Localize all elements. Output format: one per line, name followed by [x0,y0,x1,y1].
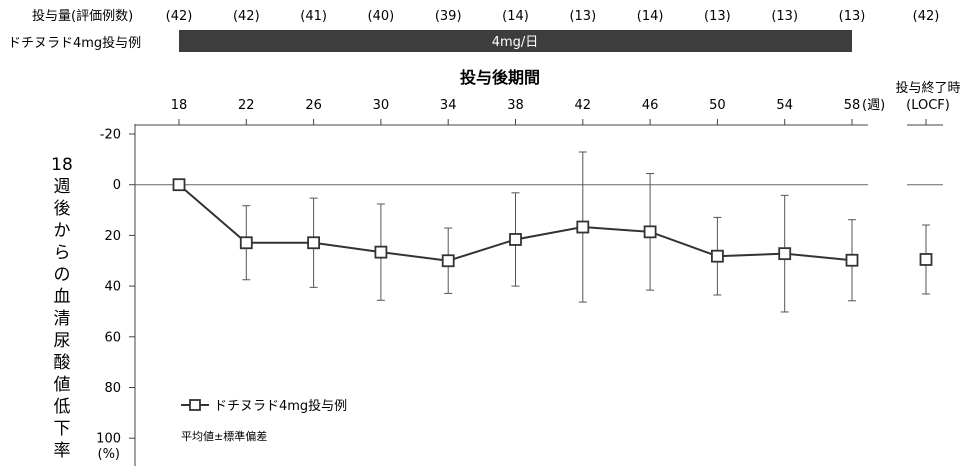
dose-bar-label: 4mg/日 [492,35,539,50]
y-tick-label: 20 [104,229,121,244]
data-point [307,236,321,250]
data-point [778,247,792,261]
group-label: ドチヌラド4mg投与例 [8,35,141,51]
count-label: (42) [166,9,193,24]
x-tick-label: 58 [844,98,861,113]
data-point [239,236,253,250]
evaluation-counts: (42) (42) (41) (40) (39) (14) (13) (14) (13) (13)… [166,9,940,24]
locf-label-line1: 投与終了時 [895,80,960,96]
x-tick-label: 54 [776,98,793,113]
count-label: (13) [771,9,798,24]
x-tick-label: 38 [507,98,524,113]
y-tick-labels: -20 0 20 40 60 80 100 [96,128,121,447]
x-tick-label: 46 [642,98,659,113]
x-tick-label: 30 [373,98,390,113]
data-point [711,249,724,263]
legend: ドチヌラド4mg投与例 平均値±標準偏差 [181,398,347,443]
locf-point [919,253,933,266]
data-point [509,233,522,246]
count-label: (41) [300,9,327,24]
x-tick-label: 50 [709,98,726,113]
legend-marker [189,399,201,411]
y-unit-label: (%) [98,447,121,462]
y-tick-label: 60 [104,330,121,345]
dose-duration-bar [179,30,852,52]
y-axis-title: 18 週後からの血清尿酸値低下率 [51,155,73,461]
header-row: 投与量(評価例数) (42) (42) (41) (40) (39) (14) (13) (1… [8,8,939,52]
data-point [576,220,590,234]
data-point [845,253,859,267]
y-tick-label: 80 [104,381,121,396]
count-label: (13) [839,9,866,24]
plot-area [172,151,933,313]
y-tick-label: 0 [113,178,121,193]
count-label: (13) [569,9,596,24]
x-tick-label: 22 [238,98,255,113]
count-label: (39) [435,9,462,24]
count-label: (40) [368,9,395,24]
data-point [374,245,388,259]
legend-label: ドチヌラド4mg投与例 [214,398,347,414]
x-tick-label: 34 [440,98,457,113]
y-tick-label: 40 [104,280,121,295]
axes [129,119,943,466]
x-tick-labels: 18 22 26 30 34 38 42 46 50 54 58 [171,98,861,113]
y-tick-label: -20 [100,128,121,143]
legend-note: 平均値±標準偏差 [181,429,267,443]
dose-count-label: 投与量(評価例数) [32,8,133,24]
x-unit-label: (週) [862,98,885,113]
data-point [643,225,657,239]
x-tick-label: 18 [171,98,188,113]
count-label: (14) [637,9,664,24]
count-label: (42) [913,9,940,24]
y-tick-label: 100 [96,432,121,447]
locf-label-line2: (LOCF) [906,98,950,113]
x-tick-label: 42 [575,98,592,113]
data-point [172,178,186,192]
count-label: (14) [502,9,529,24]
count-label: (13) [704,9,731,24]
data-point [441,254,455,268]
x-tick-label: 26 [305,98,322,113]
x-axis-title: 投与後期間 [460,68,540,87]
count-label: (42) [233,9,260,24]
